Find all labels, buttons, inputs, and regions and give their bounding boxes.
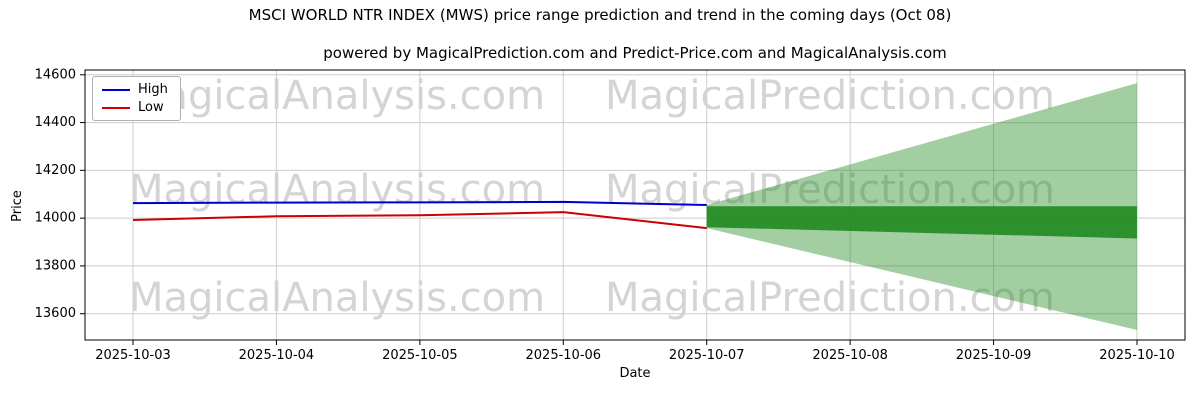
x-tick-label: 2025-10-07 [669, 348, 745, 363]
x-tick-label: 2025-10-08 [812, 348, 888, 363]
plot-border [84, 69, 1186, 341]
y-axis-label: Price [10, 190, 25, 222]
chart-subtitle: powered by MagicalPrediction.com and Pre… [323, 44, 947, 62]
watermark-text: MagicalPrediction.com [605, 73, 1055, 119]
watermark-text: MagicalAnalysis.com [129, 73, 545, 119]
y-tick-label: 13800 [35, 258, 76, 273]
legend-low-label: Low [138, 100, 164, 115]
series-line-low [132, 211, 707, 230]
y-tick-label: 14400 [35, 115, 76, 130]
chart-title: MSCI WORLD NTR INDEX (MWS) price range p… [248, 6, 952, 24]
x-tick-label: 2025-10-09 [956, 348, 1032, 363]
x-tick-label: 2025-10-05 [382, 348, 458, 363]
y-tick-label: 14000 [35, 211, 76, 226]
y-tick-label: 14600 [35, 67, 76, 82]
x-tick-label: 2025-10-06 [526, 348, 602, 363]
x-axis-label: Date [619, 366, 651, 381]
x-tick-label: 2025-10-10 [1099, 348, 1175, 363]
x-tick-label: 2025-10-04 [239, 348, 315, 363]
y-tick-label: 13600 [35, 306, 76, 321]
legend-high-label: High [138, 82, 168, 97]
y-tick-label: 14200 [35, 163, 76, 178]
watermark-text: MagicalAnalysis.com [129, 167, 545, 213]
legend-item-low: Low [102, 101, 168, 114]
x-tick-label: 2025-10-03 [95, 348, 171, 363]
series-line-high [132, 200, 707, 206]
legend-low-line-swatch [102, 106, 130, 109]
legend-high-line-swatch [102, 88, 130, 91]
watermark-text: MagicalAnalysis.com [129, 275, 545, 321]
prediction-trend-inner [706, 206, 1137, 239]
legend-item-high: High [102, 83, 168, 96]
legend: High Low [92, 76, 181, 121]
watermark-text: MagicalPrediction.com [605, 275, 1055, 321]
